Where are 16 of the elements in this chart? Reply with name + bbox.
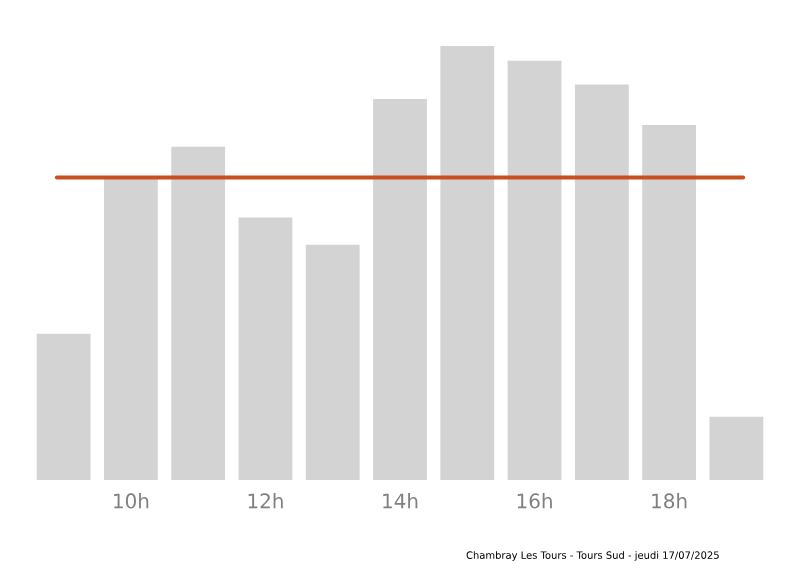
x-tick-label: 10h <box>114 493 149 509</box>
bar <box>642 124 697 480</box>
bar <box>36 333 91 480</box>
bar <box>709 416 764 480</box>
x-tick-label: 12h <box>248 493 283 509</box>
x-tick-label: 16h <box>517 493 552 509</box>
bar <box>305 244 360 480</box>
bar <box>104 178 158 480</box>
bar <box>440 45 495 480</box>
x-tick-label: 18h <box>652 493 687 509</box>
bar <box>574 84 629 480</box>
bar <box>171 146 226 480</box>
bar <box>238 217 293 480</box>
x-tick-label: 14h <box>383 493 418 509</box>
bar <box>507 60 562 480</box>
bar <box>373 98 427 480</box>
